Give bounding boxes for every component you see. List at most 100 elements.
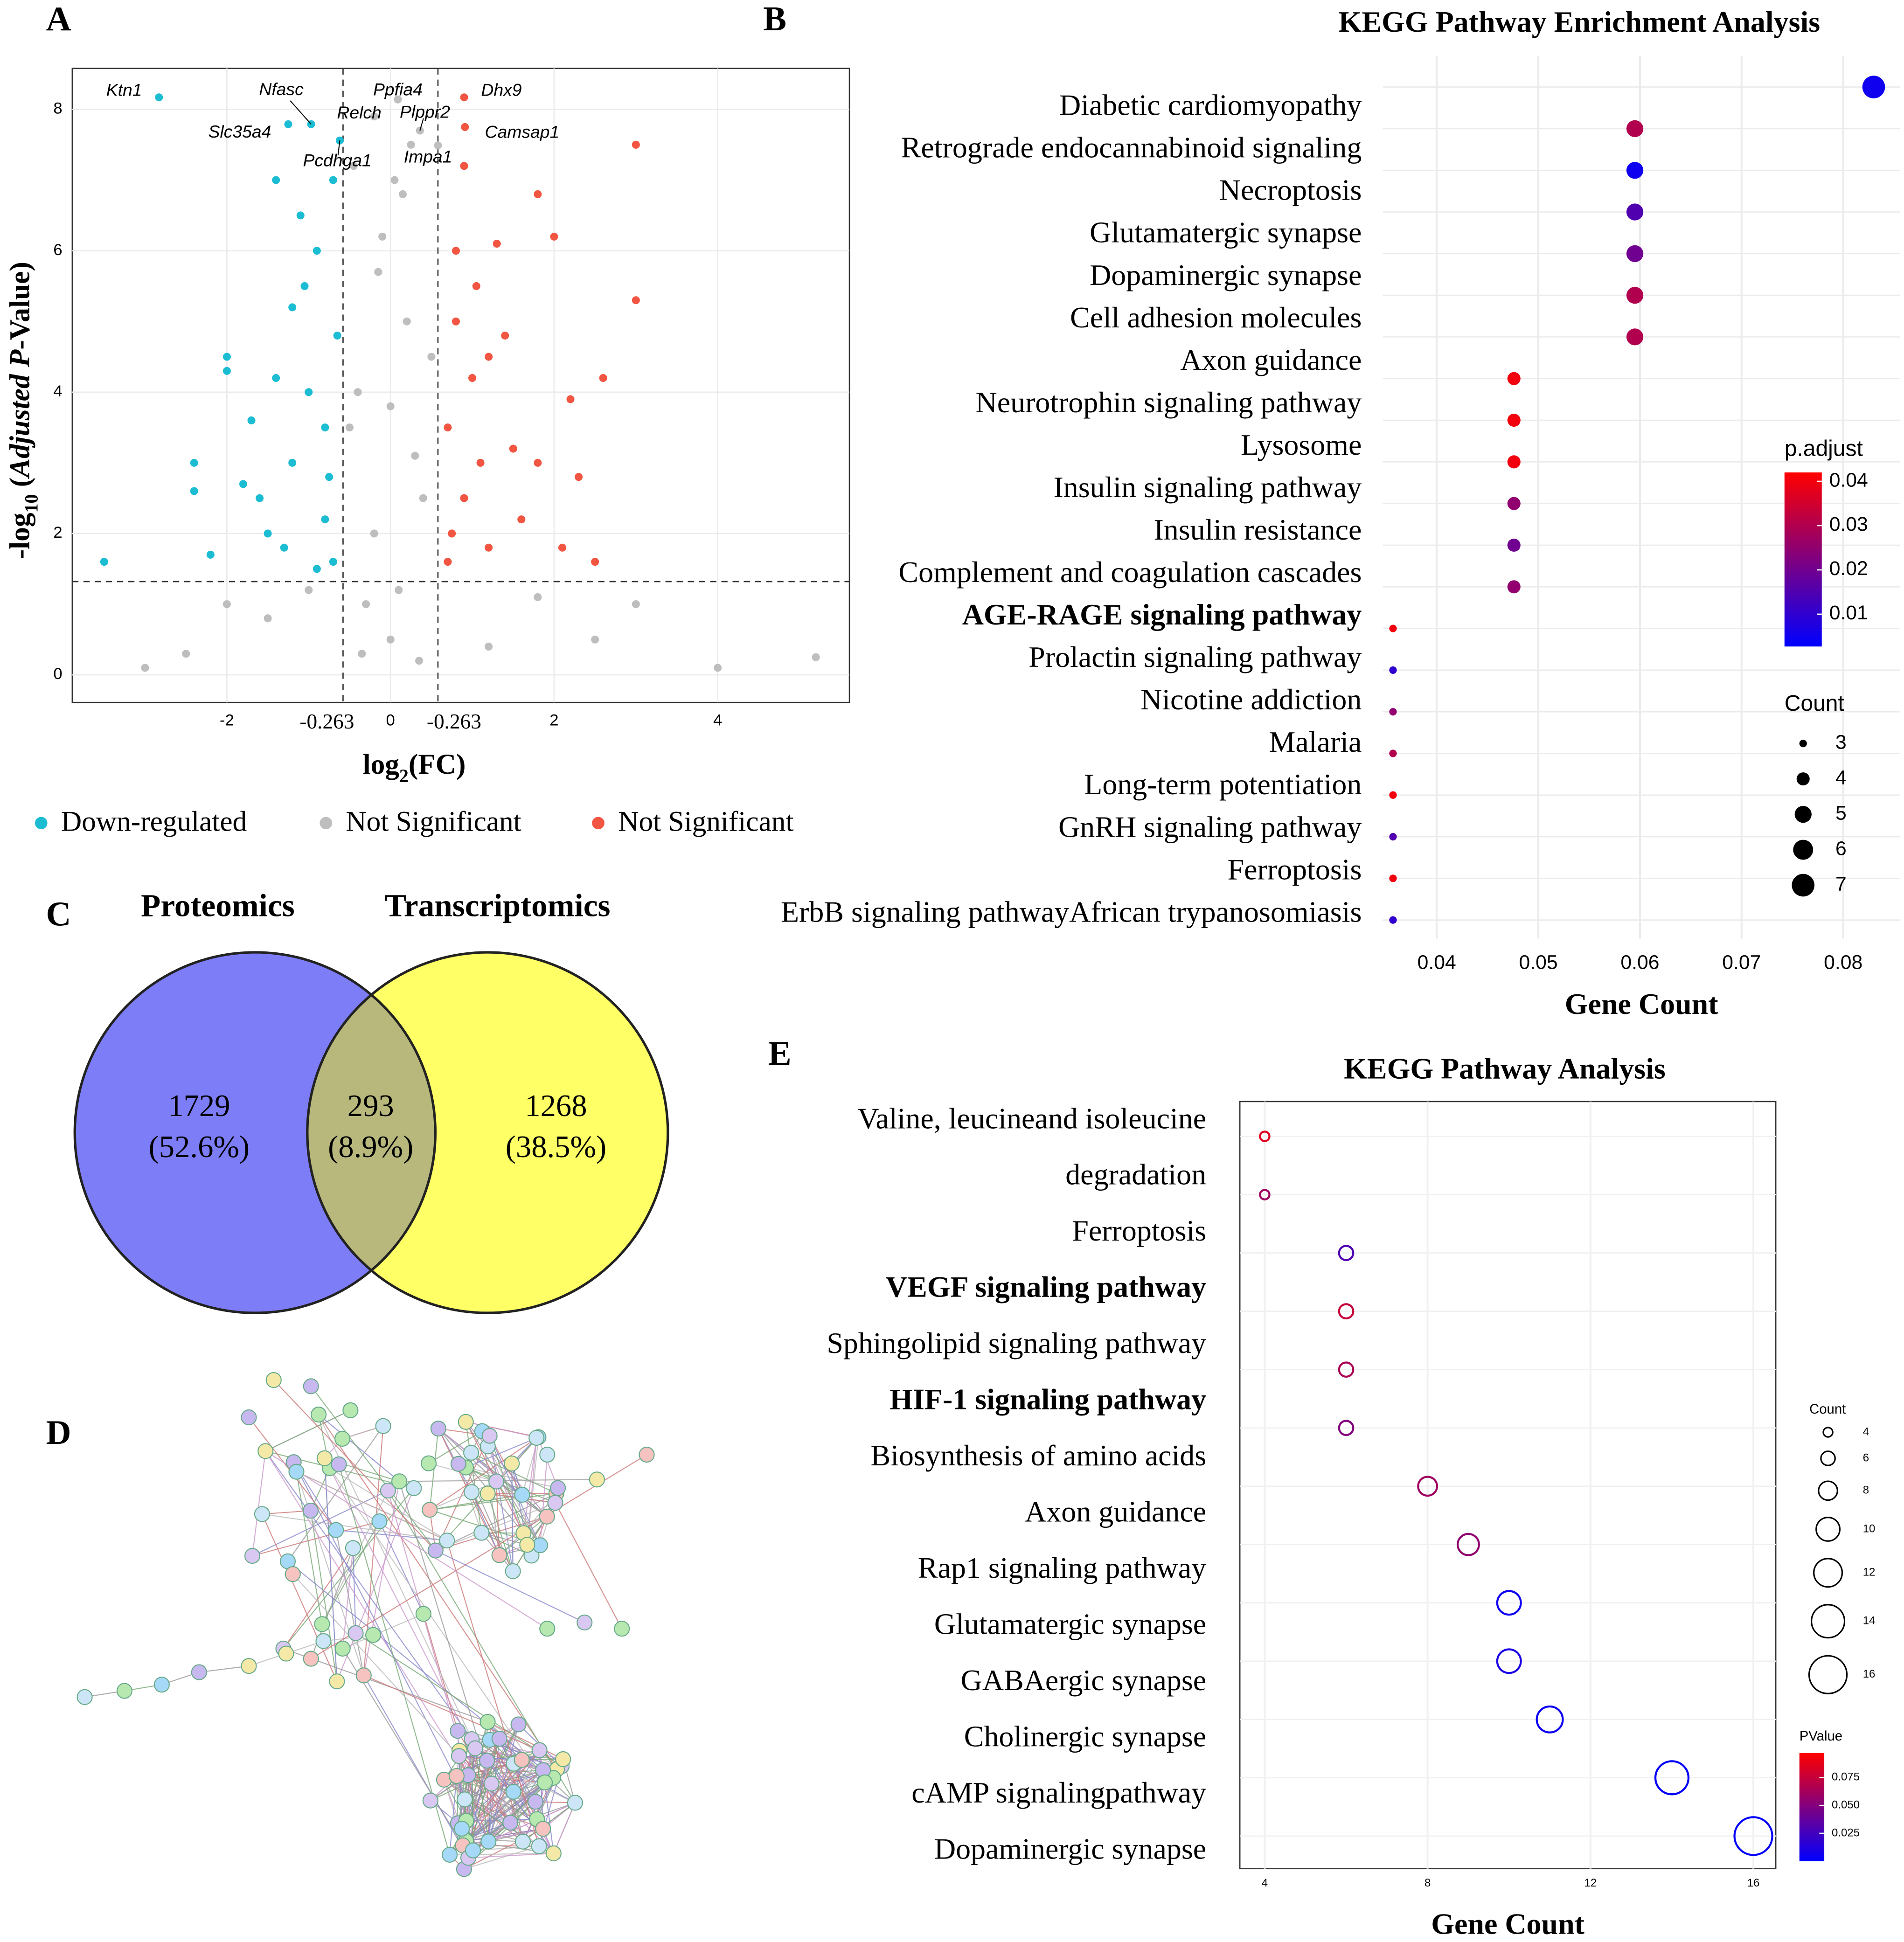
size-legend-label: 5 <box>1835 802 1847 824</box>
dot <box>1496 1648 1522 1674</box>
network-edge <box>435 1493 557 1551</box>
dot <box>1626 203 1644 221</box>
network-node <box>458 1414 474 1430</box>
leader-line <box>419 118 424 131</box>
network-edge <box>342 1548 354 1649</box>
point <box>280 543 288 552</box>
size-legend-label: 4 <box>1863 1425 1869 1438</box>
category-label: Necroptosis <box>1219 173 1362 207</box>
network-edge <box>487 1493 514 1572</box>
category-label: Diabetic cardiomyopathy <box>1059 89 1362 122</box>
network-edge <box>296 1471 447 1541</box>
point <box>222 353 231 361</box>
x-tick-label: 0.07 <box>1722 951 1761 973</box>
network-edge <box>487 1446 541 1546</box>
point <box>632 296 640 305</box>
venn-overlap <box>307 952 436 1313</box>
color-bar <box>1799 1753 1825 1861</box>
point <box>714 664 722 672</box>
network-node <box>329 1673 345 1690</box>
point <box>419 494 427 502</box>
network-node <box>427 1542 444 1559</box>
gene-label: Pcdhga1 <box>303 150 371 170</box>
point <box>434 141 442 150</box>
x-tick-label: 8 <box>1425 1877 1431 1889</box>
y-tick-label: 4 <box>53 382 62 400</box>
point <box>398 190 407 198</box>
point <box>444 558 452 566</box>
x-tick-label: 12 <box>1584 1877 1597 1889</box>
network-node <box>536 1774 553 1790</box>
y-axis-label-part: -Value) <box>4 262 35 349</box>
point <box>354 388 362 396</box>
network-edge <box>321 1490 389 1624</box>
point <box>182 650 190 658</box>
gene-label: Ppfia4 <box>373 80 423 99</box>
network-node <box>254 1506 270 1522</box>
network-edge <box>379 1521 424 1614</box>
legend-marker <box>592 817 605 830</box>
network-node <box>375 1418 391 1434</box>
network-edge <box>363 1481 400 1676</box>
color-legend-title: PValue <box>1800 1728 1842 1744</box>
dot <box>1259 1189 1271 1200</box>
category-label: Cell adhesion molecules <box>1070 301 1362 334</box>
network-node <box>465 1842 481 1859</box>
point <box>403 317 411 326</box>
network-edge <box>430 1493 556 1511</box>
point <box>329 558 337 566</box>
venn-count: 1729 <box>168 1089 230 1123</box>
x-axis-label: Gene Count <box>1431 1907 1584 1941</box>
network-edge <box>489 1436 524 1533</box>
point <box>300 282 309 290</box>
network-node <box>422 1502 438 1518</box>
x-tick-label: 0.06 <box>1620 951 1659 973</box>
point <box>288 458 297 467</box>
network-edge <box>261 1514 338 1682</box>
point <box>374 268 382 276</box>
network-edge <box>292 1574 459 1756</box>
point <box>395 586 403 594</box>
point <box>591 635 599 644</box>
network-node <box>153 1677 170 1693</box>
x-axis-label: Gene Count <box>1565 987 1718 1020</box>
point <box>427 353 436 361</box>
network-edge <box>363 1675 469 1859</box>
point <box>632 600 640 609</box>
panel-letter: C <box>46 895 71 933</box>
network-edge <box>471 1491 500 1555</box>
point <box>370 529 378 538</box>
network-node <box>528 1429 545 1446</box>
point <box>256 494 264 502</box>
color-tick-label: 0.02 <box>1829 557 1868 580</box>
network-node <box>545 1845 562 1862</box>
network-edge <box>486 1749 540 1762</box>
point <box>206 550 215 559</box>
network-edge <box>329 1468 545 1783</box>
point <box>321 515 329 524</box>
network-node <box>555 1751 571 1768</box>
color-tick-label: 0.04 <box>1829 469 1868 491</box>
size-legend-marker <box>1811 1604 1846 1639</box>
network-node <box>535 1821 551 1837</box>
x-tick-label: 0.05 <box>1519 951 1558 973</box>
point <box>390 176 399 184</box>
dot <box>1733 1816 1773 1856</box>
category-label: AGE-RAGE signaling pathway <box>962 598 1362 631</box>
point <box>558 543 567 552</box>
network-edge <box>318 1414 400 1482</box>
network-node <box>288 1463 305 1480</box>
network-node <box>442 1846 458 1863</box>
dot <box>1536 1705 1564 1734</box>
dot <box>1507 580 1521 594</box>
network-node <box>285 1566 301 1582</box>
point <box>288 303 297 312</box>
network-edge <box>466 1437 538 1468</box>
network-edge <box>465 1422 482 1533</box>
dot <box>1389 791 1397 799</box>
network-node <box>505 1563 521 1579</box>
category-label: Sphingolipid signaling pathway <box>827 1326 1206 1359</box>
dot <box>1259 1131 1271 1142</box>
panel-letter: A <box>46 0 71 38</box>
